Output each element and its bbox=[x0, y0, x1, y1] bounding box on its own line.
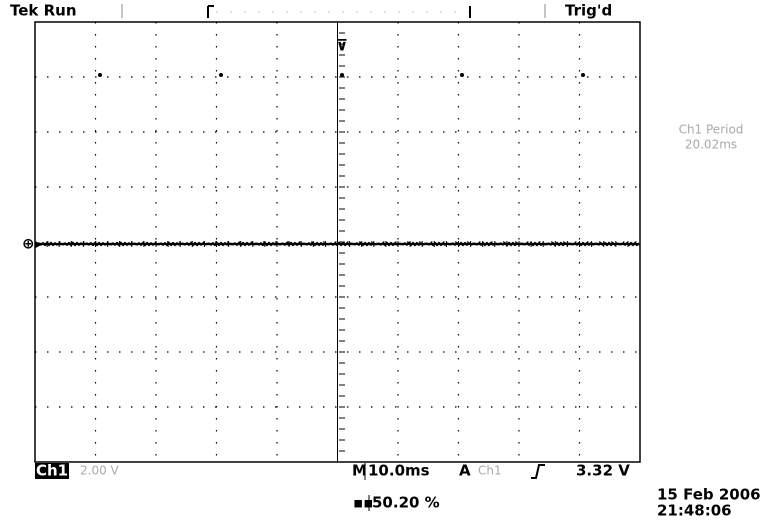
measurement-value: 20.02ms bbox=[685, 138, 737, 152]
status: Tek Run bbox=[10, 2, 77, 20]
position: 50.20 % bbox=[372, 494, 440, 512]
trigger-source: Ch1 bbox=[478, 464, 502, 478]
time: 21:48:06 bbox=[657, 502, 732, 520]
trace-spike bbox=[98, 73, 102, 77]
oscilloscope-screen: Tek Run Trig'd Ch1 Period 20.02ms ⊕▸ ⊽ C… bbox=[0, 0, 783, 525]
background bbox=[0, 0, 783, 525]
trigger-mode: A bbox=[459, 462, 471, 480]
channel: Ch1 bbox=[36, 462, 68, 480]
trigger-position-marker: ⊽ bbox=[336, 37, 348, 55]
trace bbox=[35, 243, 639, 245]
trace-spike bbox=[340, 73, 344, 77]
position-icon: ▪▪ bbox=[353, 494, 373, 512]
trigger-level: 3.32 V bbox=[576, 462, 630, 480]
scale: 2.00 V bbox=[80, 464, 120, 478]
timebase: 10.0ms bbox=[368, 462, 430, 480]
trace-spike bbox=[581, 73, 585, 77]
trigger-state: Trig'd bbox=[565, 2, 612, 20]
trace-spike bbox=[460, 73, 464, 77]
measurement-label: Ch1 Period bbox=[679, 123, 744, 137]
trace-spike bbox=[219, 73, 223, 77]
